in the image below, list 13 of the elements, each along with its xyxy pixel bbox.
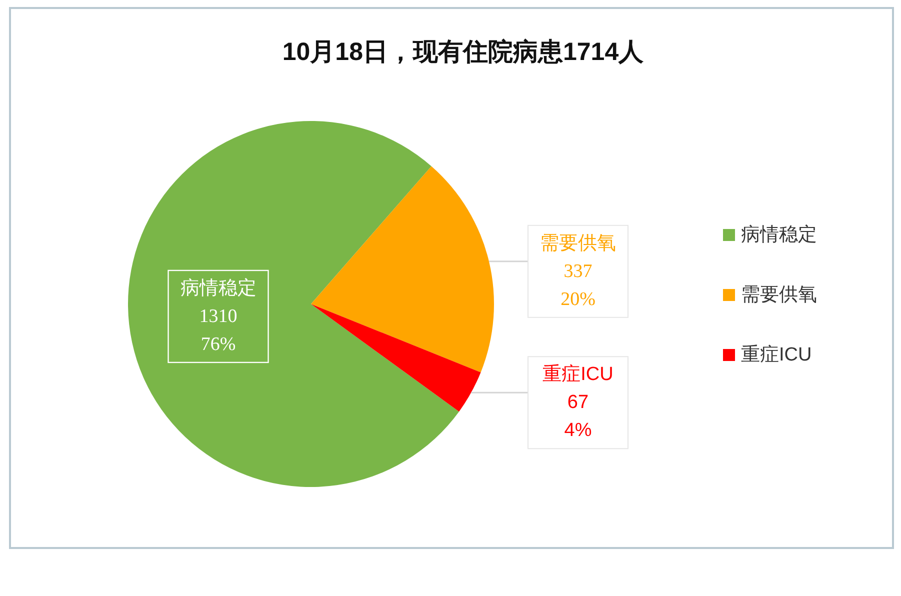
slice-label: 重症ICU xyxy=(542,364,614,386)
data-label: 67 4% xyxy=(564,392,592,442)
data-label: 1310 76% xyxy=(199,306,238,355)
legend-label: 需要供氧 xyxy=(741,284,817,306)
pie-slice xyxy=(128,121,460,487)
slice-label: 病情稳定 xyxy=(180,276,256,299)
data-label: 337 20% xyxy=(560,260,596,310)
slice-label: 需要供氧 xyxy=(540,232,616,254)
pie-slice xyxy=(311,304,481,412)
pie-slice xyxy=(311,166,494,372)
legend-label: 重症ICU xyxy=(741,344,812,366)
legend-label: 病情稳定 xyxy=(741,224,817,246)
chart-title: 10月18日，现有住院病患1714人 xyxy=(282,38,645,66)
